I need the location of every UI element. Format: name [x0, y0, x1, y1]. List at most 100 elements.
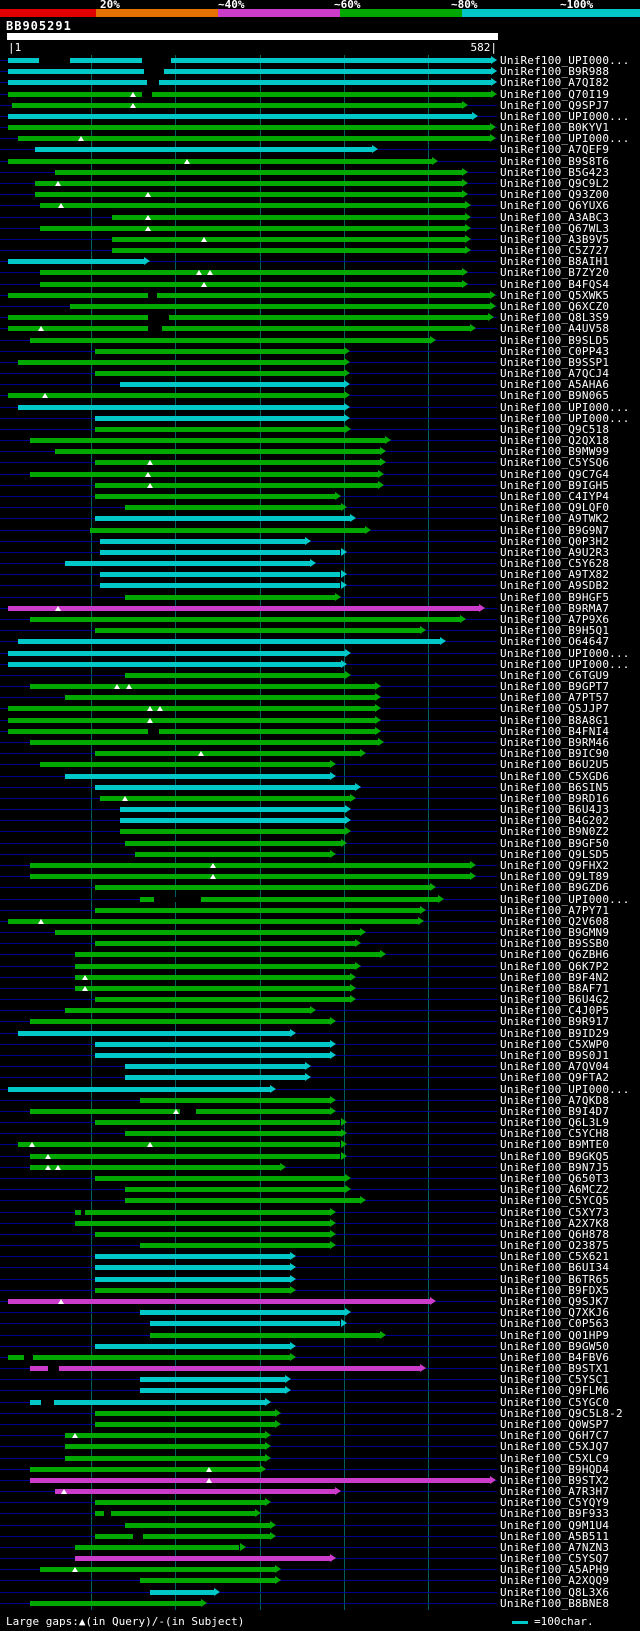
alignment-bar[interactable]	[8, 91, 492, 97]
alignment-bar[interactable]	[94, 941, 355, 947]
alignment-bar[interactable]	[94, 460, 380, 466]
hit-label[interactable]: UniRef100_Q67WL3	[500, 221, 610, 235]
hit-label[interactable]: UniRef100_B9ID29	[500, 1026, 610, 1040]
arrowhead-icon[interactable]	[330, 1039, 337, 1048]
arrowhead-icon[interactable]	[264, 1397, 271, 1406]
arrowhead-icon[interactable]	[290, 1274, 296, 1283]
hit-label[interactable]: UniRef100_B9F933	[500, 1507, 610, 1521]
hit-label[interactable]: UniRef100_A7QV04	[500, 1060, 610, 1074]
alignment-bar[interactable]	[8, 315, 488, 321]
arrowhead-icon[interactable]	[461, 268, 468, 277]
alignment-bar[interactable]	[8, 706, 375, 712]
arrowhead-icon[interactable]	[279, 1162, 286, 1171]
hit-label[interactable]: UniRef100_B8AIH1	[500, 255, 610, 269]
hit-label[interactable]: UniRef100_B9STX2	[500, 1473, 610, 1487]
alignment-bar[interactable]	[29, 1153, 341, 1159]
alignment-bar[interactable]	[29, 1019, 331, 1025]
arrowhead-icon[interactable]	[305, 536, 312, 545]
alignment-bar[interactable]	[8, 326, 471, 332]
hit-label[interactable]: UniRef100_C5Z727	[500, 244, 610, 258]
hit-label[interactable]: UniRef100_A9U2R3	[500, 545, 610, 559]
alignment-bar[interactable]	[65, 1433, 265, 1439]
arrowhead-icon[interactable]	[490, 301, 497, 310]
arrowhead-icon[interactable]	[465, 246, 471, 255]
arrowhead-icon[interactable]	[330, 1017, 337, 1026]
alignment-bar[interactable]	[55, 1489, 336, 1495]
alignment-bar[interactable]	[34, 192, 462, 198]
alignment-bar[interactable]	[99, 795, 350, 801]
arrowhead-icon[interactable]	[269, 1520, 276, 1529]
arrowhead-icon[interactable]	[274, 1408, 281, 1417]
alignment-bar[interactable]	[75, 952, 380, 958]
alignment-bar[interactable]	[65, 695, 375, 701]
arrowhead-icon[interactable]	[470, 860, 477, 869]
arrowhead-icon[interactable]	[375, 726, 381, 735]
alignment-bar[interactable]	[119, 382, 344, 388]
arrowhead-icon[interactable]	[429, 883, 436, 892]
arrowhead-icon[interactable]	[380, 1330, 386, 1339]
arrowhead-icon[interactable]	[349, 995, 356, 1004]
arrowhead-icon[interactable]	[340, 1129, 347, 1138]
alignment-bar[interactable]	[150, 1589, 215, 1595]
arrowhead-icon[interactable]	[305, 1073, 312, 1082]
arrowhead-icon[interactable]	[471, 111, 478, 120]
hit-label[interactable]: UniRef100_B9MTE0	[500, 1138, 610, 1152]
arrowhead-icon[interactable]	[264, 1453, 271, 1462]
alignment-bar[interactable]	[29, 617, 460, 622]
alignment-bar[interactable]	[140, 1578, 275, 1584]
hit-label[interactable]: UniRef100_B6U4G2	[500, 993, 610, 1007]
alignment-bar[interactable]	[40, 203, 465, 209]
alignment-bar[interactable]	[8, 158, 433, 164]
hit-label[interactable]: UniRef100_Q650T3	[500, 1172, 610, 1185]
hit-label[interactable]: UniRef100_Q2V608	[500, 914, 610, 928]
alignment-bar[interactable]	[75, 1209, 331, 1215]
arrowhead-icon[interactable]	[490, 123, 497, 132]
alignment-bar[interactable]	[125, 505, 341, 511]
arrowhead-icon[interactable]	[375, 682, 381, 691]
alignment-bar[interactable]	[135, 851, 331, 857]
hit-label[interactable]: UniRef100_C5YGC0	[500, 1395, 610, 1409]
alignment-bar[interactable]	[40, 762, 331, 768]
arrowhead-icon[interactable]	[470, 324, 477, 333]
hit-label[interactable]: UniRef100_B9IC90	[500, 747, 610, 761]
hit-label[interactable]: UniRef100_B9RD16	[500, 791, 610, 805]
arrowhead-icon[interactable]	[461, 167, 468, 176]
arrowhead-icon[interactable]	[478, 603, 485, 612]
arrowhead-icon[interactable]	[214, 1587, 221, 1596]
hit-label[interactable]: UniRef100_B9IGH5	[500, 478, 610, 492]
arrowhead-icon[interactable]	[284, 1375, 291, 1384]
hit-label[interactable]: UniRef100_B9SLD5	[500, 333, 610, 347]
arrowhead-icon[interactable]	[340, 838, 347, 847]
arrowhead-icon[interactable]	[461, 279, 468, 288]
arrowhead-icon[interactable]	[274, 1419, 281, 1428]
hit-label[interactable]: UniRef100_Q5XWK5	[500, 288, 610, 302]
hit-label[interactable]: UniRef100_Q9C5L8-2	[500, 1406, 623, 1420]
alignment-bar[interactable]	[18, 1030, 290, 1036]
hit-label[interactable]: UniRef100_A2XQQ9	[500, 1574, 610, 1588]
arrowhead-icon[interactable]	[349, 793, 356, 802]
hit-label[interactable]: UniRef100_B6SIN5	[500, 780, 610, 794]
alignment-bar[interactable]	[94, 784, 355, 790]
alignment-bar[interactable]	[40, 1567, 275, 1573]
alignment-bar[interactable]	[119, 829, 345, 835]
arrowhead-icon[interactable]	[349, 972, 356, 981]
arrowhead-icon[interactable]	[344, 424, 351, 433]
alignment-bar[interactable]	[89, 527, 365, 533]
alignment-bar[interactable]	[94, 751, 360, 757]
hit-label[interactable]: UniRef100_B9S8T6	[500, 154, 610, 168]
hit-label[interactable]: UniRef100_Q9FLM6	[500, 1384, 610, 1398]
alignment-bar[interactable]	[8, 717, 375, 723]
arrowhead-icon[interactable]	[343, 413, 350, 422]
arrowhead-icon[interactable]	[354, 939, 361, 948]
alignment-bar[interactable]	[8, 605, 479, 611]
arrowhead-icon[interactable]	[340, 503, 347, 512]
arrowhead-icon[interactable]	[290, 1341, 296, 1350]
hit-label[interactable]: UniRef100_Q6K7P2	[500, 959, 610, 973]
arrowhead-icon[interactable]	[465, 201, 471, 210]
arrowhead-icon[interactable]	[380, 458, 386, 467]
hit-label[interactable]: UniRef100_B9FDX5	[500, 1283, 610, 1297]
arrowhead-icon[interactable]	[491, 56, 498, 64]
hit-label[interactable]: UniRef100_A2X7K8	[500, 1216, 610, 1230]
alignment-bar[interactable]	[140, 1310, 345, 1316]
alignment-bar[interactable]	[94, 1343, 290, 1349]
